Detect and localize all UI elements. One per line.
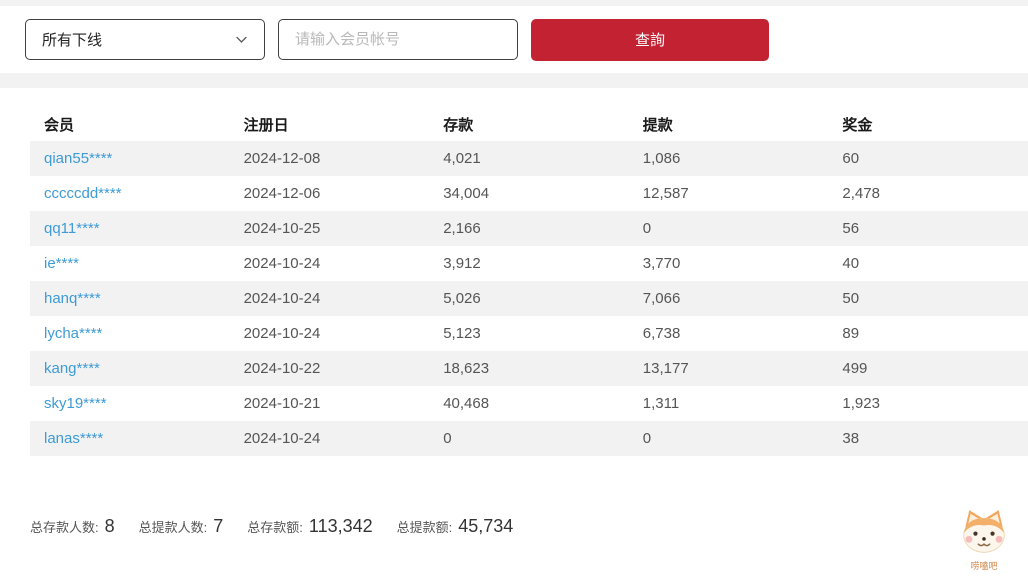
total-deposit-amount-value: 113,342	[308, 516, 373, 536]
member-link[interactable]: kang****	[44, 360, 100, 377]
table-row: hanq**** 2024-10-24 5,026 7,066 50	[30, 281, 1028, 316]
reg-date-cell: 2024-10-21	[243, 395, 321, 412]
table-row: lycha**** 2024-10-24 5,123 6,738 89	[30, 316, 1028, 351]
reg-date-cell: 2024-12-06	[243, 185, 321, 202]
member-link[interactable]: qq11****	[44, 220, 100, 237]
downline-select-value: 所有下线	[42, 32, 103, 49]
bonus-cell: 40	[842, 255, 860, 272]
table-row: cccccdd**** 2024-12-06 34,004 12,587 2,4…	[30, 176, 1028, 211]
deposit-cell: 34,004	[443, 185, 490, 202]
deposit-cell: 0	[443, 430, 452, 447]
withdrawal-cell: 1,311	[642, 395, 680, 412]
reg-date-cell: 2024-10-24	[243, 255, 321, 272]
table-row: lanas**** 2024-10-24 0 0 38	[30, 421, 1028, 456]
member-link[interactable]: ie****	[44, 255, 80, 272]
bonus-cell: 60	[842, 150, 860, 167]
table-header-row: 会员 注册日 存款 提款 奖金	[30, 113, 1028, 141]
bonus-cell: 38	[842, 430, 860, 447]
deposit-cell: 40,468	[443, 395, 490, 412]
total-withdrawal-amount: 总提款额: 45,734	[397, 516, 514, 537]
member-link[interactable]: qian55****	[44, 150, 113, 167]
withdrawal-cell: 3,770	[642, 255, 681, 272]
bonus-cell: 2,478	[842, 185, 880, 202]
total-withdrawal-amount-value: 45,734	[458, 516, 514, 536]
bonus-cell: 56	[842, 220, 860, 237]
summary-bar: 总存款人数: 8 总提款人数: 7 总存款额: 113,342 总提款额: 45…	[30, 516, 1028, 537]
shiba-dog-icon	[963, 510, 1005, 553]
total-depositors-value: 8	[104, 516, 115, 536]
withdrawal-cell: 6,738	[642, 325, 681, 342]
reg-date-cell: 2024-10-24	[243, 290, 321, 307]
member-link[interactable]: lycha****	[44, 325, 103, 342]
deposit-cell: 3,912	[443, 255, 481, 272]
total-withdrawers: 总提款人数: 7	[139, 516, 224, 537]
query-button[interactable]: 查詢	[531, 18, 769, 61]
member-account-input[interactable]	[278, 19, 518, 60]
table-row: qian55**** 2024-12-08 4,021 1,086 60	[30, 141, 1028, 176]
total-withdrawal-amount-label: 总提款额:	[396, 520, 453, 535]
bonus-cell: 50	[842, 290, 860, 307]
member-link[interactable]: cccccdd****	[44, 185, 122, 202]
deposit-cell: 4,021	[443, 150, 481, 167]
bonus-cell: 1,923	[842, 395, 880, 412]
content-panel: 会员 注册日 存款 提款 奖金 qian55**** 2024-12-08 4,…	[0, 88, 1028, 577]
column-header-member: 会员	[44, 116, 75, 134]
column-header-regdate: 注册日	[243, 116, 289, 134]
reg-date-cell: 2024-10-25	[243, 220, 321, 237]
downline-select[interactable]: 所有下线	[25, 19, 265, 60]
deposit-cell: 5,123	[443, 325, 481, 342]
column-header-deposit: 存款	[443, 116, 474, 134]
reg-date-cell: 2024-10-24	[243, 430, 321, 447]
reg-date-cell: 2024-12-08	[243, 150, 321, 167]
reg-date-cell: 2024-10-22	[243, 360, 321, 377]
withdrawal-cell: 13,177	[642, 360, 689, 377]
withdrawal-cell: 0	[642, 430, 652, 447]
reg-date-cell: 2024-10-24	[243, 325, 321, 342]
search-toolbar: 所有下线 查詢	[0, 6, 1028, 73]
withdrawal-cell: 7,066	[642, 290, 681, 307]
total-withdrawers-label: 总提款人数:	[138, 520, 208, 535]
table-row: ie**** 2024-10-24 3,912 3,770 40	[30, 246, 1028, 281]
chat-widget[interactable]: 唠嗑吧	[956, 506, 1012, 571]
deposit-cell: 2,166	[443, 220, 481, 237]
table-row: kang**** 2024-10-22 18,623 13,177 499	[30, 351, 1028, 386]
separator-band	[0, 73, 1028, 88]
column-header-bonus: 奖金	[842, 116, 873, 134]
withdrawal-cell: 12,587	[642, 185, 689, 202]
bonus-cell: 499	[842, 360, 868, 377]
member-link[interactable]: sky19****	[44, 395, 107, 412]
bonus-cell: 89	[842, 325, 860, 342]
total-withdrawers-value: 7	[213, 516, 224, 536]
member-link[interactable]: hanq****	[44, 290, 101, 307]
deposit-cell: 5,026	[443, 290, 481, 307]
withdrawal-cell: 0	[642, 220, 652, 237]
withdrawal-cell: 1,086	[642, 150, 681, 167]
total-deposit-amount: 总存款额: 113,342	[247, 516, 372, 537]
table-row: sky19**** 2024-10-21 40,468 1,311 1,923	[30, 386, 1028, 421]
column-header-withdrawal: 提款	[642, 116, 673, 134]
downline-members-table: 会员 注册日 存款 提款 奖金 qian55**** 2024-12-08 4,…	[30, 113, 1028, 456]
chevron-down-icon	[236, 36, 247, 43]
deposit-cell: 18,623	[443, 360, 490, 377]
member-link[interactable]: lanas****	[44, 430, 104, 447]
chat-widget-label: 唠嗑吧	[970, 561, 998, 571]
top-strip	[0, 0, 1028, 6]
total-depositors-label: 总存款人数:	[30, 520, 99, 535]
table-row: qq11**** 2024-10-25 2,166 0 56	[30, 211, 1028, 246]
total-deposit-amount-label: 总存款额:	[247, 520, 303, 535]
total-depositors: 总存款人数: 8	[30, 516, 115, 537]
